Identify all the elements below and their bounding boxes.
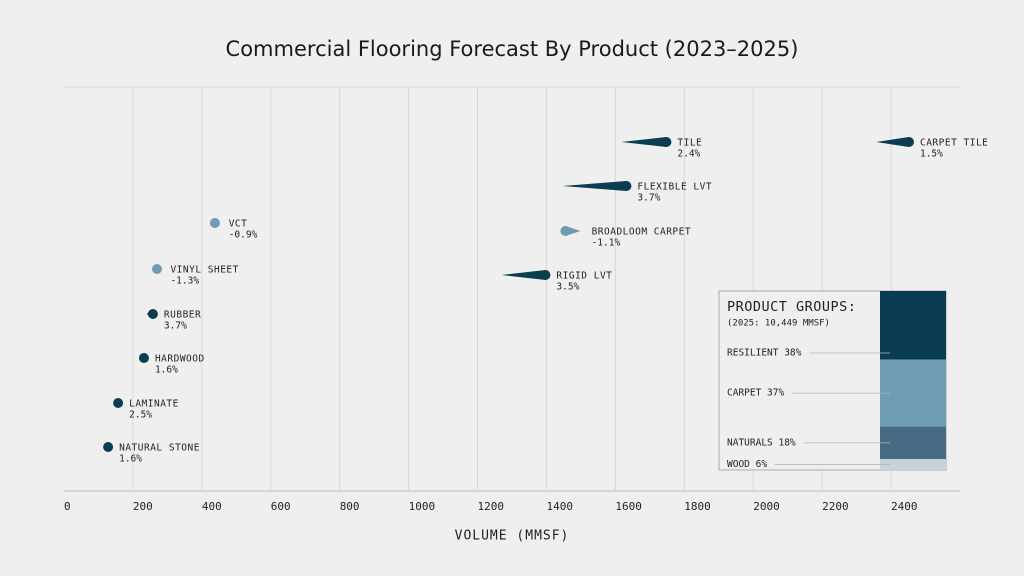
growth-label: 3.7% xyxy=(637,193,660,204)
x-tick-label: 400 xyxy=(202,500,222,513)
group-label: WOOD 6% xyxy=(727,459,767,470)
comet-head xyxy=(147,309,158,319)
x-tick-label: 800 xyxy=(340,500,360,513)
group-label: RESILIENT 38% xyxy=(727,348,802,359)
category-label: LAMINATE xyxy=(129,399,179,410)
comet-head xyxy=(903,137,914,147)
category-label: VINYL SHEET xyxy=(170,265,238,276)
x-tick-label: 1000 xyxy=(409,500,436,513)
group-segment xyxy=(880,459,946,470)
category-label: NATURAL STONE xyxy=(119,443,200,454)
growth-label: 2.4% xyxy=(677,149,700,160)
x-tick-label: 1800 xyxy=(684,500,711,513)
category-label: VCT xyxy=(229,219,248,230)
group-segment xyxy=(880,291,946,360)
category-label: RIGID LVT xyxy=(556,271,612,282)
chart-title: Commercial Flooring Forecast By Product … xyxy=(226,37,799,61)
x-tick-label: 2400 xyxy=(891,500,918,513)
growth-label: -1.1% xyxy=(592,238,621,249)
growth-label: 3.7% xyxy=(164,321,187,332)
group-label: NATURALS 18% xyxy=(727,437,796,448)
inset-title: PRODUCT GROUPS: xyxy=(727,299,856,315)
category-label: FLEXIBLE LVT xyxy=(637,182,712,193)
comet-head xyxy=(113,398,124,408)
category-label: TILE xyxy=(677,138,702,149)
group-label: CARPET 37% xyxy=(727,388,784,399)
group-segment xyxy=(880,359,946,427)
growth-label: 2.5% xyxy=(129,410,152,421)
x-tick-label: 200 xyxy=(133,500,153,513)
growth-label: 1.6% xyxy=(155,365,178,376)
category-label: BROADLOOM CARPET xyxy=(592,227,692,238)
x-tick-label: 1600 xyxy=(615,500,642,513)
growth-label: -0.9% xyxy=(229,230,258,241)
x-tick-label: 2000 xyxy=(753,500,780,513)
group-segment xyxy=(880,426,946,460)
comet-head xyxy=(152,264,163,274)
x-tick-label: 600 xyxy=(271,500,291,513)
growth-label: 3.5% xyxy=(556,282,579,293)
x-tick-label: 2200 xyxy=(822,500,849,513)
comet-head xyxy=(209,218,220,228)
inset-subtitle: (2025: 10,449 MMSF) xyxy=(727,319,830,329)
comet-head xyxy=(621,181,632,191)
x-tick-label: 1200 xyxy=(478,500,505,513)
comet-tail xyxy=(621,137,667,147)
comet-head xyxy=(540,270,551,280)
x-tick-label: 0 xyxy=(64,500,71,513)
comet-head xyxy=(661,137,672,147)
category-label: HARDWOOD xyxy=(155,354,205,365)
growth-label: 1.5% xyxy=(920,149,943,160)
x-axis-label: VOLUME (MMSF) xyxy=(455,529,570,544)
comet-head xyxy=(138,353,149,363)
category-label: RUBBER xyxy=(164,310,201,321)
comet-tail xyxy=(501,270,546,280)
x-tick-label: 1400 xyxy=(546,500,573,513)
comet-head xyxy=(103,442,114,452)
comet-tail xyxy=(876,137,909,147)
growth-label: -1.3% xyxy=(170,276,199,287)
growth-label: 1.6% xyxy=(119,454,142,465)
comet-head xyxy=(560,226,571,236)
comet-tail xyxy=(562,181,627,191)
category-label: CARPET TILE xyxy=(920,138,988,149)
